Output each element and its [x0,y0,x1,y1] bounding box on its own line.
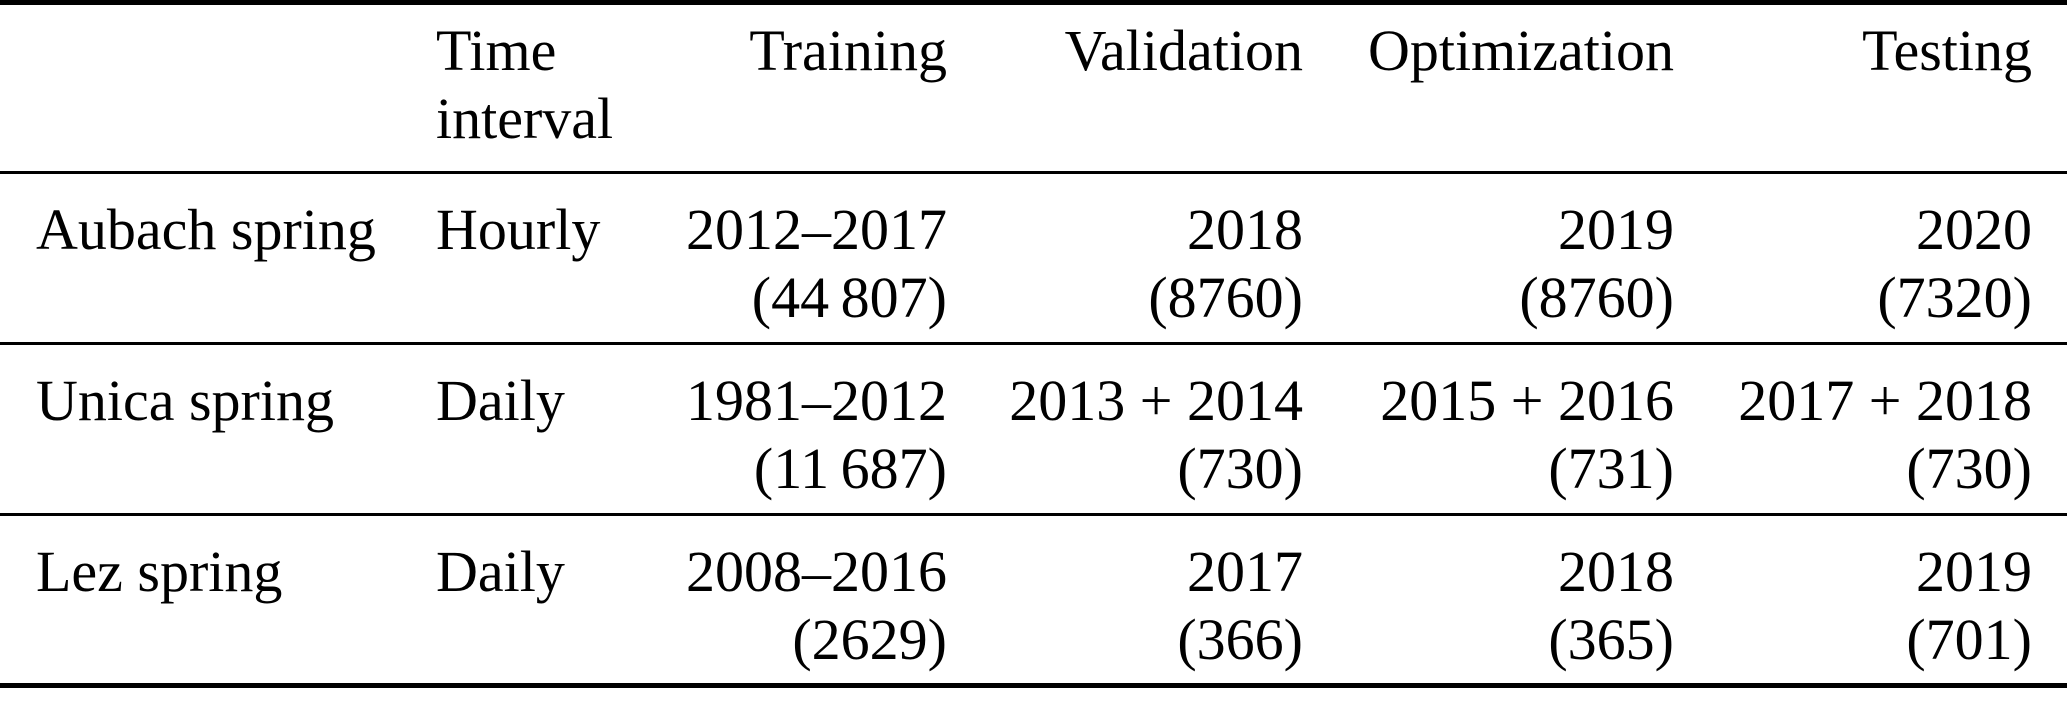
table-row-aubach-spring: Aubach spring Hourly 2012–2017 (44 807) … [0,173,2067,344]
testing-count: (701) [1906,607,2032,672]
testing-period: 2020 [1916,197,2032,262]
validation-count: (730) [1177,436,1303,501]
optimization-count: (365) [1548,607,1674,672]
header-optimization: Optimization [1367,18,1674,83]
header-validation: Validation [1064,18,1303,83]
validation-cell: 2013 + 2014 (730) [947,344,1303,515]
testing-count: (730) [1906,436,2032,501]
testing-cell: 2019 (701) [1674,515,2067,686]
optimization-count: (731) [1548,436,1674,501]
header-time-interval: Time interval [436,18,614,151]
validation-period: 2018 [1187,197,1303,262]
testing-period: 2019 [1916,539,2032,604]
optimization-cell: 2018 (365) [1303,515,1674,686]
training-period: 2012–2017 [686,197,947,262]
training-cell: 2012–2017 (44 807) [641,173,947,344]
optimization-cell: 2015 + 2016 (731) [1303,344,1674,515]
table-row-unica-spring: Unica spring Daily 1981–2012 (11 687) 20… [0,344,2067,515]
training-count: (11 687) [753,436,947,501]
optimization-count: (8760) [1519,265,1674,330]
optimization-period: 2015 + 2016 [1380,368,1674,433]
training-count: (44 807) [751,265,947,330]
table-row-lez-spring: Lez spring Daily 2008–2016 (2629) 2017 (… [0,515,2067,686]
header-testing: Testing [1862,18,2032,83]
validation-count: (8760) [1148,265,1303,330]
validation-period: 2013 + 2014 [1009,368,1303,433]
training-period: 1981–2012 [686,368,947,433]
spring-name: Lez spring [36,539,283,604]
testing-cell: 2020 (7320) [1674,173,2067,344]
table-header-row: Time interval Training Validation Optimi… [0,3,2067,173]
validation-period: 2017 [1187,539,1303,604]
testing-count: (7320) [1877,265,2032,330]
header-spring-name [0,3,426,173]
spring-name: Aubach spring [36,197,376,262]
validation-count: (366) [1177,607,1303,672]
training-cell: 2008–2016 (2629) [641,515,947,686]
time-interval-value: Hourly [436,197,601,262]
validation-cell: 2017 (366) [947,515,1303,686]
training-period: 2008–2016 [686,539,947,604]
training-cell: 1981–2012 (11 687) [641,344,947,515]
optimization-cell: 2019 (8760) [1303,173,1674,344]
testing-period: 2017 + 2018 [1738,368,2032,433]
spring-name: Unica spring [36,368,334,433]
time-interval-value: Daily [436,539,565,604]
testing-cell: 2017 + 2018 (730) [1674,344,2067,515]
optimization-period: 2019 [1558,197,1674,262]
header-training: Training [749,18,947,83]
optimization-period: 2018 [1558,539,1674,604]
validation-cell: 2018 (8760) [947,173,1303,344]
time-interval-value: Daily [436,368,565,433]
training-count: (2629) [792,607,947,672]
